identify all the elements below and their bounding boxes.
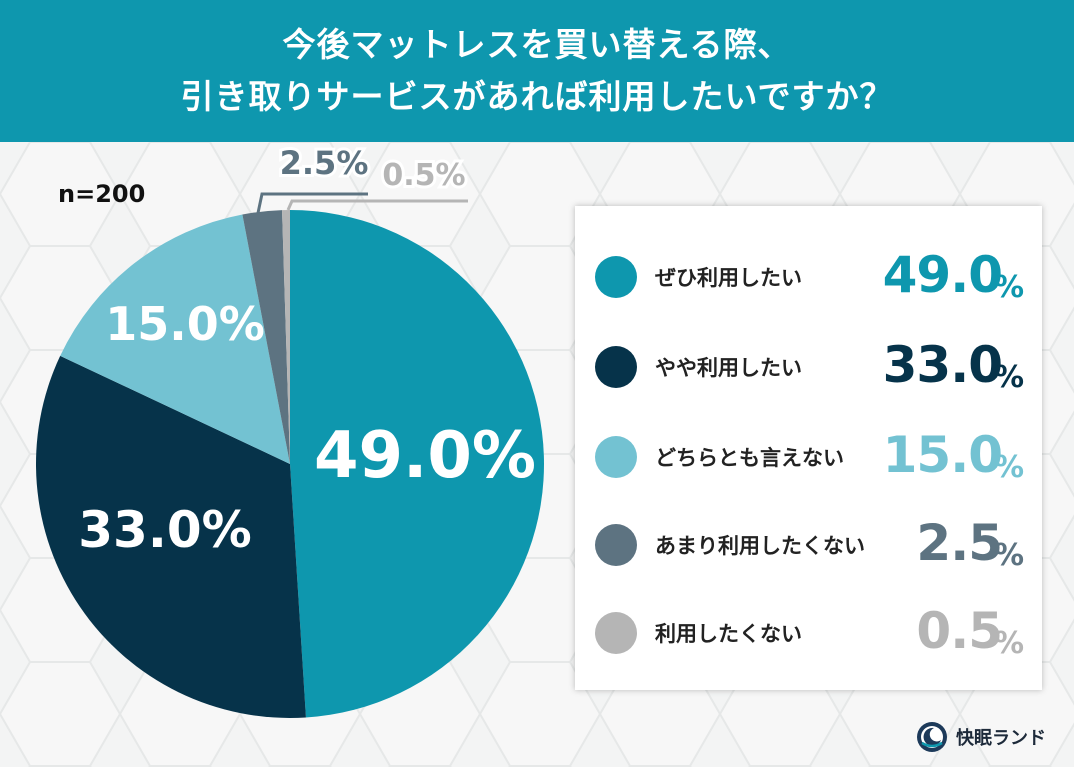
chart-title: 今後マットレスを買い替える際、 引き取りサービスがあれば利用したいですか？ <box>0 0 1074 142</box>
pie-slice-2 <box>35 355 306 718</box>
legend-value: 33.0 <box>882 336 1003 394</box>
legend: ぜひ利用したい 49.0% やや利用したい 33.0% どちらとも言えない 15.0% あま… <box>575 206 1042 690</box>
legend-value: 2.5 <box>916 514 1003 572</box>
sample-size: n=200 <box>58 180 146 208</box>
pie-data-label-1: 49.0% <box>314 419 536 493</box>
pie-chart: 49.0% 33.0% 15.0% 2.5% 0.5% <box>35 142 544 718</box>
legend-label: どちらとも言えない <box>655 446 844 470</box>
legend-percent-sign: % <box>993 360 1024 395</box>
legend-swatch <box>595 524 637 566</box>
legend-label: 利用したくない <box>655 622 802 646</box>
legend-percent-sign: % <box>993 626 1024 661</box>
pie-data-label-5: 0.5% <box>382 158 465 193</box>
legend-value: 49.0 <box>882 246 1003 304</box>
legend-label: ぜひ利用したい <box>655 266 802 290</box>
legend-value: 15.0 <box>882 426 1003 484</box>
legend-value: 0.5 <box>916 602 1003 660</box>
title-line-2: 引き取りサービスがあれば利用したいですか？ <box>180 77 894 116</box>
leader-line-4 <box>256 192 368 214</box>
legend-label: やや利用したい <box>655 356 802 380</box>
legend-item: やや利用したい 33.0% <box>575 336 1042 398</box>
legend-percent-sign: % <box>993 270 1024 305</box>
brand-logo: 快眠ランド <box>916 719 1046 755</box>
legend-swatch <box>595 256 637 298</box>
legend-swatch <box>595 436 637 478</box>
pie-slice-4 <box>242 210 290 464</box>
legend-item: 利用したくない 0.5% <box>575 602 1042 664</box>
pie-data-label-4: 2.5% <box>280 144 369 182</box>
title-line-1: 今後マットレスを買い替える際、 <box>282 25 792 64</box>
moon-sleep-icon <box>917 722 947 752</box>
pie-data-label-2: 33.0% <box>78 501 251 559</box>
legend-percent-sign: % <box>993 538 1024 573</box>
pie-slice-3 <box>60 214 291 464</box>
pie-slice-1 <box>290 210 544 718</box>
legend-swatch <box>595 346 637 388</box>
pie-data-label-3: 15.0% <box>105 297 265 351</box>
pie-slice-5 <box>282 210 290 464</box>
legend-label: あまり利用したくない <box>655 534 865 558</box>
legend-swatch <box>595 612 637 654</box>
legend-item: どちらとも言えない 15.0% <box>575 426 1042 488</box>
legend-percent-sign: % <box>993 450 1024 485</box>
leader-line-5 <box>286 199 468 211</box>
brand-name: 快眠ランド <box>956 728 1046 749</box>
legend-item: ぜひ利用したい 49.0% <box>575 246 1042 308</box>
legend-item: あまり利用したくない 2.5% <box>575 514 1042 576</box>
